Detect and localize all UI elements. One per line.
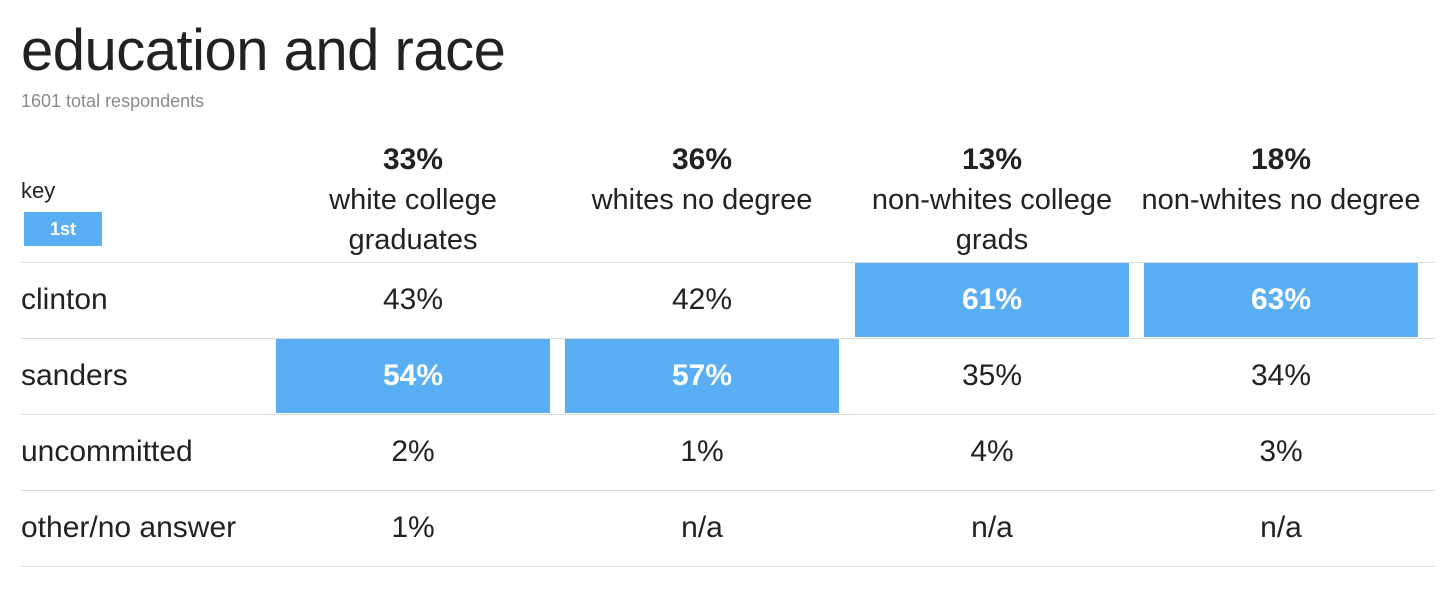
legend-swatch-first: 1st [24,212,102,246]
row-divider [21,414,1435,415]
table-cell-first: 63% [1144,263,1418,337]
table-cell-first: 57% [565,339,839,413]
column-share: 33% [382,143,444,176]
row-divider [21,262,1435,263]
table-cell: 35% [961,359,1023,392]
legend-label: key [21,178,56,203]
column-header: 13% non-whites college grads [847,140,1137,260]
column-name: whites no degree [591,184,813,216]
row-divider [21,338,1435,339]
table-cell: 34% [1250,359,1312,392]
row-label: other/no answer [21,511,237,544]
table-cell: n/a [1260,511,1302,544]
row-label: clinton [21,283,108,316]
row-label: uncommitted [21,435,193,468]
table-cell: 3% [1259,435,1303,468]
chart-subtitle: 1601 total respondents [21,91,205,111]
row-divider [21,566,1435,567]
column-name: non-whites college grads [871,184,1113,256]
table-cell: 1% [680,435,724,468]
table-cell: n/a [681,511,723,544]
chart-title: education and race [21,18,506,83]
column-header: 18% non-whites no degree [1136,140,1426,220]
table-cell: 4% [970,435,1014,468]
column-name: non-whites no degree [1141,184,1421,216]
chart-container: education and race 1601 total respondent… [21,0,1435,610]
table-cell-first: 54% [276,339,550,413]
table-cell-first: 61% [855,263,1129,337]
table-cell: n/a [971,511,1013,544]
row-divider [21,490,1435,491]
column-share: 36% [671,143,733,176]
column-share: 18% [1250,143,1312,176]
column-header: 36% whites no degree [557,140,847,220]
table-cell: 42% [671,283,733,316]
table-cell: 2% [391,435,435,468]
table-cell: 43% [382,283,444,316]
row-label: sanders [21,359,128,392]
column-header: 33% white college graduates [268,140,558,260]
table-cell: 1% [391,511,435,544]
column-name: white college graduates [329,184,497,256]
column-share: 13% [961,143,1023,176]
